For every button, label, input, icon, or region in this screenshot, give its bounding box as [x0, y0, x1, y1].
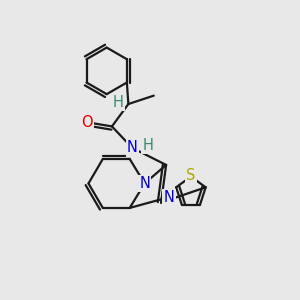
Text: H: H [112, 95, 123, 110]
Text: S: S [186, 168, 196, 183]
Text: O: O [81, 115, 93, 130]
Text: H: H [142, 138, 153, 153]
Text: N: N [139, 176, 150, 191]
Text: N: N [127, 140, 138, 155]
Text: N: N [164, 190, 174, 205]
